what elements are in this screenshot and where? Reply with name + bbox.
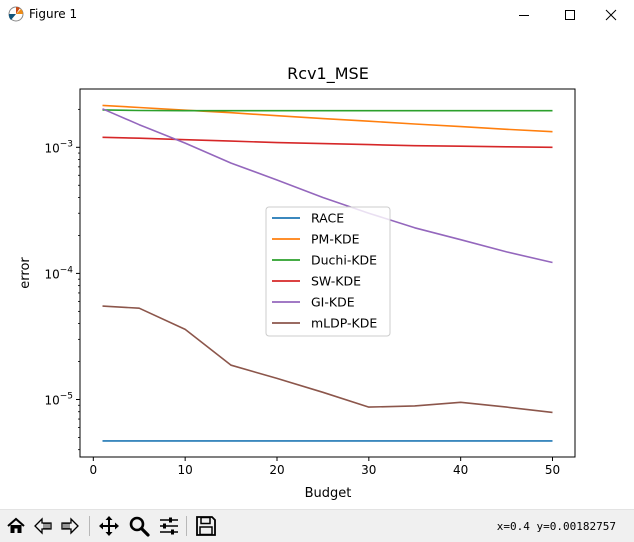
y-tick-base: 10 <box>44 141 59 155</box>
forward-arrow-icon <box>61 517 79 535</box>
save-figure-button[interactable] <box>194 515 218 537</box>
matplotlib-app-icon <box>7 5 25 23</box>
series-line-mldp-kde <box>102 305 553 414</box>
series-line-pm-kde <box>102 104 553 133</box>
legend-label: PM-KDE <box>311 232 360 247</box>
home-icon <box>7 517 25 533</box>
forward-button[interactable] <box>58 515 82 537</box>
maximize-button[interactable] <box>547 0 593 30</box>
window-title: Figure 1 <box>29 7 78 21</box>
maximize-icon <box>565 10 575 20</box>
y-axis-label: error <box>18 257 33 289</box>
y-axis-ticks: 10−510−410−3 <box>44 108 80 451</box>
toolbar-separator <box>89 516 90 536</box>
y-tick-exponent: −5 <box>60 392 73 402</box>
figure-canvas[interactable]: Rcv1_MSE 0 10 20 30 40 50 10−5 10−4 10−3 Budget… <box>0 30 634 508</box>
magnifier-icon <box>129 516 150 537</box>
close-button[interactable] <box>588 0 634 30</box>
series-line-duchi-kde <box>102 109 553 112</box>
series-line-sw-kde <box>102 136 553 149</box>
zoom-button[interactable] <box>127 515 151 537</box>
y-tick-base: 10 <box>44 394 59 408</box>
cursor-coordinates-readout: x=0.4 y=0.00182757 <box>496 520 616 533</box>
configure-subplots-button[interactable] <box>157 515 181 537</box>
minimize-button[interactable] <box>501 0 547 30</box>
legend-label: mLDP-KDE <box>311 316 377 331</box>
x-tick-label: 20 <box>269 463 284 477</box>
minimize-icon <box>519 15 529 16</box>
legend-label: Duchi-KDE <box>311 253 377 268</box>
y-tick-base: 10 <box>44 267 59 281</box>
y-tick-exponent: −4 <box>60 265 74 275</box>
sliders-icon <box>160 517 178 535</box>
plot-series <box>102 104 553 442</box>
x-tick-label: 0 <box>89 463 97 477</box>
x-tick-label: 10 <box>178 463 193 477</box>
pan-button[interactable] <box>97 515 121 537</box>
window-titlebar: Figure 1 <box>0 0 634 30</box>
navigation-toolbar: x=0.4 y=0.00182757 <box>0 509 634 542</box>
x-axis-label: Budget <box>305 486 352 501</box>
close-icon <box>605 9 617 21</box>
pan-arrows-icon <box>99 516 119 536</box>
back-arrow-icon <box>34 517 52 535</box>
line-chart: Rcv1_MSE 0 10 20 30 40 50 10−510−410−3 Budget… <box>18 64 576 501</box>
legend-label: RACE <box>311 211 344 226</box>
series-line-gi-kde <box>102 108 553 264</box>
chart-title: Rcv1_MSE <box>287 64 369 84</box>
x-axis-ticks: 0 10 20 30 40 50 <box>89 457 560 477</box>
chart-legend: RACE PM-KDE Duchi-KDE SW-KDE GI-KDE mLDP-KDE <box>265 206 391 337</box>
y-tick-label: 10−5 <box>44 392 73 408</box>
y-tick-label: 10−4 <box>44 265 73 281</box>
y-tick-exponent: −3 <box>60 139 73 149</box>
back-button[interactable] <box>31 515 55 537</box>
x-tick-label: 30 <box>361 463 376 477</box>
floppy-disk-icon <box>196 516 216 536</box>
toolbar-separator <box>186 516 187 536</box>
x-tick-label: 50 <box>545 463 560 477</box>
legend-label: GI-KDE <box>311 295 355 310</box>
y-tick-label: 10−3 <box>44 139 73 155</box>
x-tick-label: 40 <box>453 463 468 477</box>
home-button[interactable] <box>4 515 28 537</box>
legend-label: SW-KDE <box>311 274 361 289</box>
